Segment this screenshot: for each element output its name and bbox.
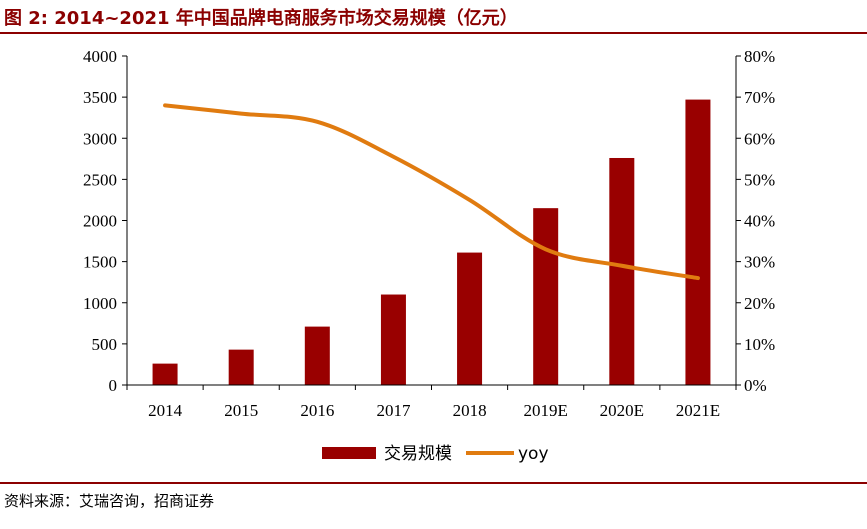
x-tick-label: 2017 [376,401,411,420]
bar [533,208,559,385]
right-tick-label: 80% [744,47,775,66]
legend-bar-label: 交易规模 [384,444,452,464]
footer-divider [0,482,867,484]
bar [304,326,330,385]
bar [685,99,711,385]
legend-line-label: yoy [518,444,549,464]
yoy-line [163,103,700,281]
chart-title: 图 2: 2014~2021 年中国品牌电商服务市场交易规模（亿元） [4,8,518,29]
bar [609,157,635,385]
left-tick-label: 4000 [83,47,117,66]
left-tick-label: 500 [92,335,118,354]
left-tick-label: 2500 [83,170,117,189]
left-tick-label: 3500 [83,88,117,107]
right-tick-label: 0% [744,376,767,395]
x-tick-label: 2016 [300,401,334,420]
right-tick-label: 70% [744,88,775,107]
x-tick-label: 2019E [523,401,567,420]
right-tick-label: 60% [744,129,775,148]
line-series [163,103,700,281]
source-note: 资料来源：艾瑞咨询，招商证券 [4,492,215,510]
left-tick-label: 1000 [83,294,117,313]
bar [152,363,178,385]
right-tick-label: 50% [744,170,775,189]
axes: 0 500 1000 1500 2000 2500 3000 3500 4000 0% 10% 20%… [83,47,775,420]
chart: 0 500 1000 1500 2000 2500 3000 3500 4000 0% 10% 20%… [83,47,775,464]
x-tick-label: 2015 [224,401,258,420]
x-tick-label: 2020E [600,401,644,420]
x-tick-label: 2018 [453,401,487,420]
x-tick-label: 2021E [676,401,720,420]
left-tick-label: 0 [109,376,118,395]
right-tick-label: 20% [744,294,775,313]
left-tick-label: 3000 [83,129,117,148]
bar [380,294,406,385]
bar-series [152,99,711,385]
bar [457,252,483,385]
x-tick-label: 2014 [148,401,183,420]
right-tick-label: 10% [744,335,775,354]
legend: 交易规模 yoy [322,444,549,464]
left-tick-label: 2000 [83,212,117,231]
left-tick-label: 1500 [83,253,117,272]
right-tick-label: 30% [744,253,775,272]
title-divider [0,32,867,34]
right-tick-label: 40% [744,212,775,231]
bar [228,349,254,385]
legend-bar-swatch [322,447,376,459]
